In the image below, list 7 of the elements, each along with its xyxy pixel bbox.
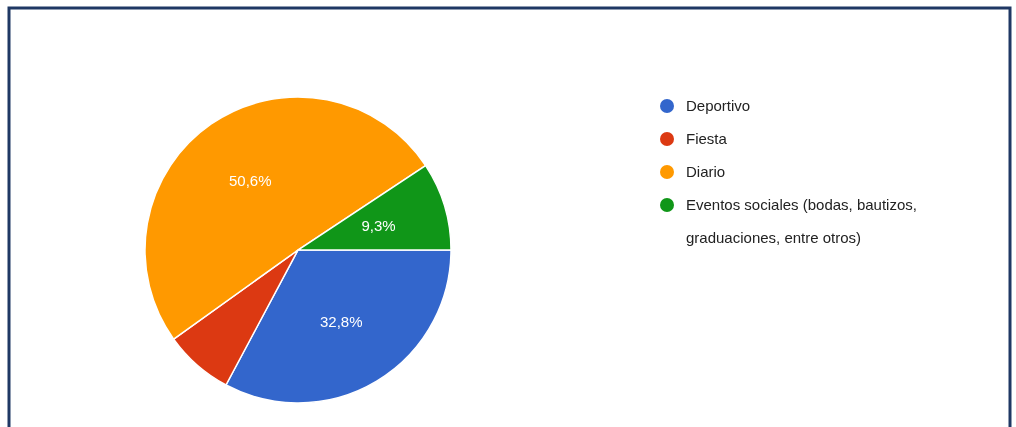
legend-label: Deportivo	[686, 97, 751, 114]
legend-label: Fiesta	[686, 130, 728, 147]
legend-label: Diario	[686, 163, 726, 180]
data-label: 32,8%	[320, 313, 363, 331]
data-label: 9,3%	[361, 216, 396, 234]
data-label: 50,6%	[228, 171, 272, 189]
legend-label: Eventos sociales (bodas, bautizos, graduaciones, entre otros)	[686, 196, 917, 246]
